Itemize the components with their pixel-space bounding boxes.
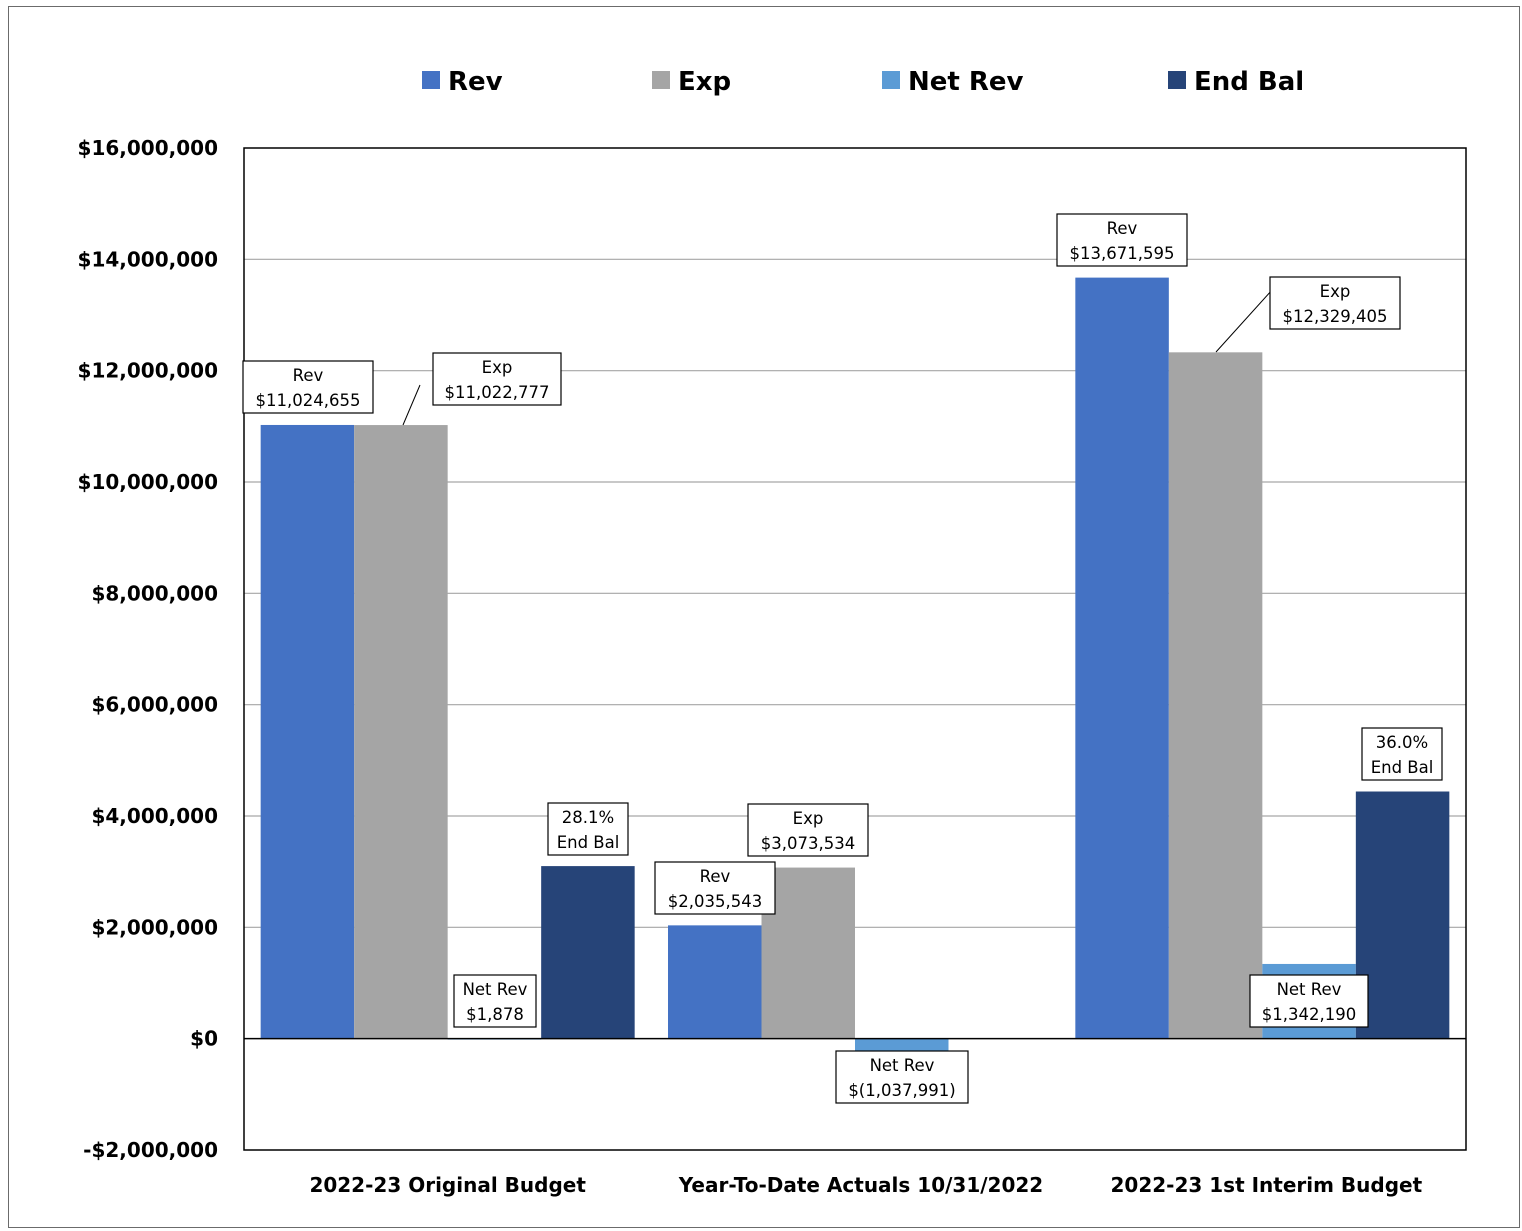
data-label-line2: End Bal xyxy=(557,833,620,852)
data-label-box xyxy=(453,974,537,1028)
data-label-exp: Exp $3,073,534 xyxy=(747,803,869,857)
data-label-net-rev: Net Rev $(1,037,991) xyxy=(835,1050,969,1104)
legend-item-rev: Rev xyxy=(422,67,503,97)
data-label-line1: Rev xyxy=(1107,219,1138,238)
y-tick-label: $4,000,000 xyxy=(91,804,218,828)
data-label-exp: Exp $11,022,777 xyxy=(402,352,562,426)
data-label-box xyxy=(654,861,776,915)
data-label-box xyxy=(1056,213,1188,267)
y-tick-label: -$2,000,000 xyxy=(83,1138,218,1162)
data-label-line2: $13,671,595 xyxy=(1070,244,1175,263)
plot-area xyxy=(243,147,1467,1151)
data-label-box xyxy=(242,360,374,414)
data-label-line1: Net Rev xyxy=(463,980,528,999)
y-tick-label: $14,000,000 xyxy=(78,247,218,271)
y-tick-label: $12,000,000 xyxy=(78,359,218,383)
data-label-box xyxy=(432,352,562,406)
leader-line xyxy=(1215,289,1273,353)
x-tick-label: Year-To-Date Actuals 10/31/2022 xyxy=(678,1173,1043,1197)
legend-item-net-rev: Net Rev xyxy=(882,67,1024,97)
data-label-line1: Exp xyxy=(793,809,824,828)
data-label-line2: $(1,037,991) xyxy=(848,1081,955,1100)
data-label-box xyxy=(747,803,869,857)
bar-rev xyxy=(1075,277,1169,1039)
data-label-line1: 28.1% xyxy=(562,808,614,827)
x-tick-label: 2022-23 Original Budget xyxy=(309,1173,586,1197)
legend-swatch xyxy=(1168,71,1186,89)
data-label-line1: Rev xyxy=(700,867,731,886)
data-label-net-rev: Net Rev $1,342,190 xyxy=(1249,974,1369,1028)
bar-rev xyxy=(260,424,355,1039)
legend-label: End Bal xyxy=(1194,67,1304,97)
data-label-line2: $11,024,655 xyxy=(256,391,361,410)
data-label-rev: Rev $13,671,595 xyxy=(1056,213,1188,267)
data-label-rev: Rev $2,035,543 xyxy=(654,861,776,915)
data-label-rev: Rev $11,024,655 xyxy=(242,360,374,414)
data-label-box xyxy=(1269,276,1401,330)
data-label-exp: Exp $12,329,405 xyxy=(1215,276,1401,353)
data-label-box xyxy=(1249,974,1369,1028)
y-tick-label: $16,000,000 xyxy=(78,136,218,160)
legend-item-exp: Exp xyxy=(652,67,731,97)
data-label-box xyxy=(835,1050,969,1104)
data-label-line2: $1,878 xyxy=(466,1005,524,1024)
bar-rev xyxy=(668,925,762,1039)
data-label-line2: End Bal xyxy=(1371,758,1434,777)
data-label-line1: Exp xyxy=(1320,282,1351,301)
data-label-line2: $11,022,777 xyxy=(445,383,550,402)
x-tick-label: 2022-23 1st Interim Budget xyxy=(1110,1173,1422,1197)
y-tick-label: $0 xyxy=(190,1027,218,1051)
y-tick-label: $10,000,000 xyxy=(78,470,218,494)
bar-exp xyxy=(1168,352,1263,1039)
y-tick-label: $6,000,000 xyxy=(91,693,218,717)
bar-exp xyxy=(761,867,855,1039)
data-label-line1: 36.0% xyxy=(1376,733,1428,752)
y-tick-label: $8,000,000 xyxy=(91,581,218,605)
data-label-end-bal: 36.0% End Bal xyxy=(1361,727,1443,781)
data-label-line2: $2,035,543 xyxy=(668,892,762,911)
data-label-line1: Net Rev xyxy=(870,1056,935,1075)
leader-line xyxy=(402,384,421,426)
bar-end-bal xyxy=(541,866,635,1039)
bar-exp xyxy=(354,425,448,1039)
data-label-box xyxy=(547,802,629,856)
legend-swatch xyxy=(652,71,670,89)
data-label-box xyxy=(1361,727,1443,781)
data-label-line2: $1,342,190 xyxy=(1262,1005,1356,1024)
legend-item-end-bal: End Bal xyxy=(1168,67,1304,97)
data-label-line1: Net Rev xyxy=(1277,980,1342,999)
data-label-line2: $12,329,405 xyxy=(1283,307,1388,326)
legend-label: Rev xyxy=(448,67,503,97)
legend-label: Net Rev xyxy=(908,67,1024,97)
bar-end-bal xyxy=(1355,791,1450,1039)
data-label-line2: $3,073,534 xyxy=(761,834,855,853)
legend-swatch xyxy=(882,71,900,89)
data-label-net-rev: Net Rev $1,878 xyxy=(453,974,537,1028)
data-label-line1: Rev xyxy=(293,366,324,385)
data-label-line1: Exp xyxy=(482,358,513,377)
data-label-end-bal: 28.1% End Bal xyxy=(547,802,629,856)
y-tick-label: $2,000,000 xyxy=(91,915,218,939)
legend-swatch xyxy=(422,71,440,89)
legend-label: Exp xyxy=(678,67,731,97)
